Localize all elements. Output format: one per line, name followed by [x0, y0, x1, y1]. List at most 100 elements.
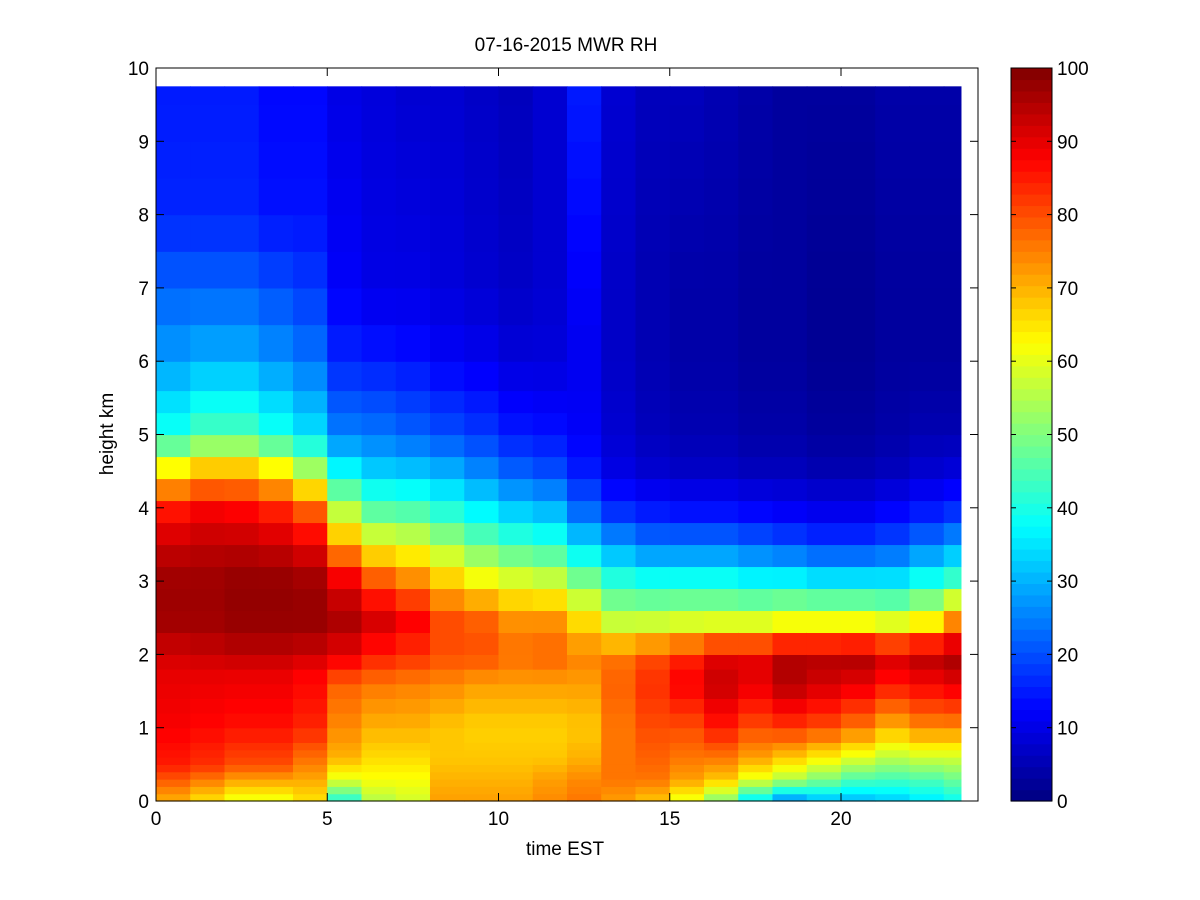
heatmap-cell	[532, 793, 568, 802]
colorbar-step	[1011, 789, 1052, 802]
heatmap-cell	[704, 610, 739, 634]
heatmap-cell	[635, 500, 671, 524]
heatmap-cell	[943, 500, 962, 524]
heatmap-cell	[293, 632, 328, 655]
heatmap-cell	[943, 251, 962, 289]
heatmap-cell	[532, 757, 568, 765]
heatmap-cell	[841, 793, 876, 802]
heatmap-cell	[498, 324, 534, 362]
heatmap-cell	[669, 361, 705, 392]
heatmap-cell	[669, 141, 705, 179]
heatmap-cell	[738, 610, 774, 634]
heatmap-cell	[395, 610, 431, 634]
heatmap-cell	[395, 500, 431, 524]
heatmap-cell	[190, 141, 226, 179]
heatmap-cell	[293, 500, 328, 524]
heatmap-cell	[909, 588, 945, 612]
heatmap-cell	[395, 478, 431, 502]
y-axis: 0 1 2 3 4 5 6 7 8 9 10	[128, 59, 978, 813]
heatmap-cell	[875, 749, 911, 758]
heatmap-cell	[258, 324, 294, 362]
heatmap-cell	[395, 632, 431, 655]
heatmap-cell	[224, 544, 260, 568]
heatmap-cell	[532, 214, 568, 252]
heatmap-cell	[704, 566, 739, 590]
heatmap-cell	[430, 412, 465, 436]
heatmap-cell	[738, 287, 774, 326]
heatmap-cell	[704, 727, 739, 743]
heatmap-cell	[806, 251, 842, 289]
heatmap-cell	[327, 669, 363, 685]
heatmap-cell	[806, 654, 842, 670]
heatmap-cell	[841, 713, 876, 729]
heatmap-cell	[704, 683, 739, 699]
heatmap-cell	[841, 361, 876, 392]
colorbar-step	[1011, 743, 1052, 756]
heatmap-cell	[943, 544, 962, 568]
heatmap-cell	[669, 177, 705, 216]
heatmap-cell	[567, 522, 602, 546]
heatmap-cell	[293, 390, 328, 414]
heatmap-cell	[361, 324, 397, 362]
colorbar-tick-label: 60	[1057, 352, 1078, 373]
heatmap-cell	[772, 786, 808, 795]
heatmap-cell	[395, 749, 431, 758]
heatmap-cell	[738, 456, 774, 480]
heatmap-cell	[361, 251, 397, 289]
heatmap-cell	[293, 654, 328, 670]
heatmap-cell	[635, 588, 671, 612]
heatmap-cell	[464, 500, 500, 524]
heatmap-cell	[738, 500, 774, 524]
heatmap-cell	[293, 764, 328, 773]
colorbar-step	[1011, 709, 1052, 722]
heatmap-cell	[498, 177, 534, 216]
heatmap-cell	[943, 713, 962, 729]
heatmap-cell	[943, 361, 962, 392]
heatmap-cell	[875, 669, 911, 685]
heatmap-cell	[532, 698, 568, 714]
heatmap-cell	[738, 713, 774, 729]
heatmap-cell	[430, 324, 465, 362]
heatmap-cell	[156, 786, 191, 795]
heatmap-cell	[395, 793, 431, 802]
heatmap-cell	[190, 742, 226, 751]
heatmap-cell	[635, 713, 671, 729]
heatmap-cell	[909, 522, 945, 546]
heatmap-cell	[327, 287, 363, 326]
heatmap-cell	[567, 698, 602, 714]
heatmap-cell	[567, 727, 602, 743]
heatmap-cell	[464, 390, 500, 414]
heatmap-cell	[738, 361, 774, 392]
colorbar-step	[1011, 549, 1052, 562]
colorbar-step	[1011, 125, 1052, 138]
heatmap-cell	[772, 764, 808, 773]
colorbar-step	[1011, 697, 1052, 710]
heatmap-cell	[532, 779, 568, 787]
heatmap-cell	[909, 566, 945, 590]
heatmap-cell	[293, 683, 328, 699]
heatmap-cell	[498, 214, 534, 252]
heatmap-cell	[224, 771, 260, 780]
heatmap-cell	[635, 632, 671, 655]
heatmap-cell	[806, 749, 842, 758]
heatmap-cell	[841, 104, 876, 142]
heatmap-cell	[224, 214, 260, 252]
heatmap-cell	[567, 757, 602, 765]
heatmap-cell	[841, 566, 876, 590]
heatmap-cell	[430, 478, 465, 502]
heatmap-cell	[567, 588, 602, 612]
heatmap-cell	[704, 434, 739, 458]
colorbar-step	[1011, 514, 1052, 527]
heatmap-cell	[635, 566, 671, 590]
heatmap-cell	[430, 434, 465, 458]
heatmap-cell	[669, 104, 705, 142]
heatmap-cell	[669, 654, 705, 670]
heatmap-cell	[258, 500, 294, 524]
heatmap-cell	[601, 177, 637, 216]
heatmap-cell	[430, 779, 465, 787]
colorbar-tick-label: 30	[1057, 572, 1078, 593]
heatmap-cell	[909, 698, 945, 714]
heatmap-cell	[738, 566, 774, 590]
heatmap-cell	[293, 749, 328, 758]
heatmap-cell	[327, 434, 363, 458]
